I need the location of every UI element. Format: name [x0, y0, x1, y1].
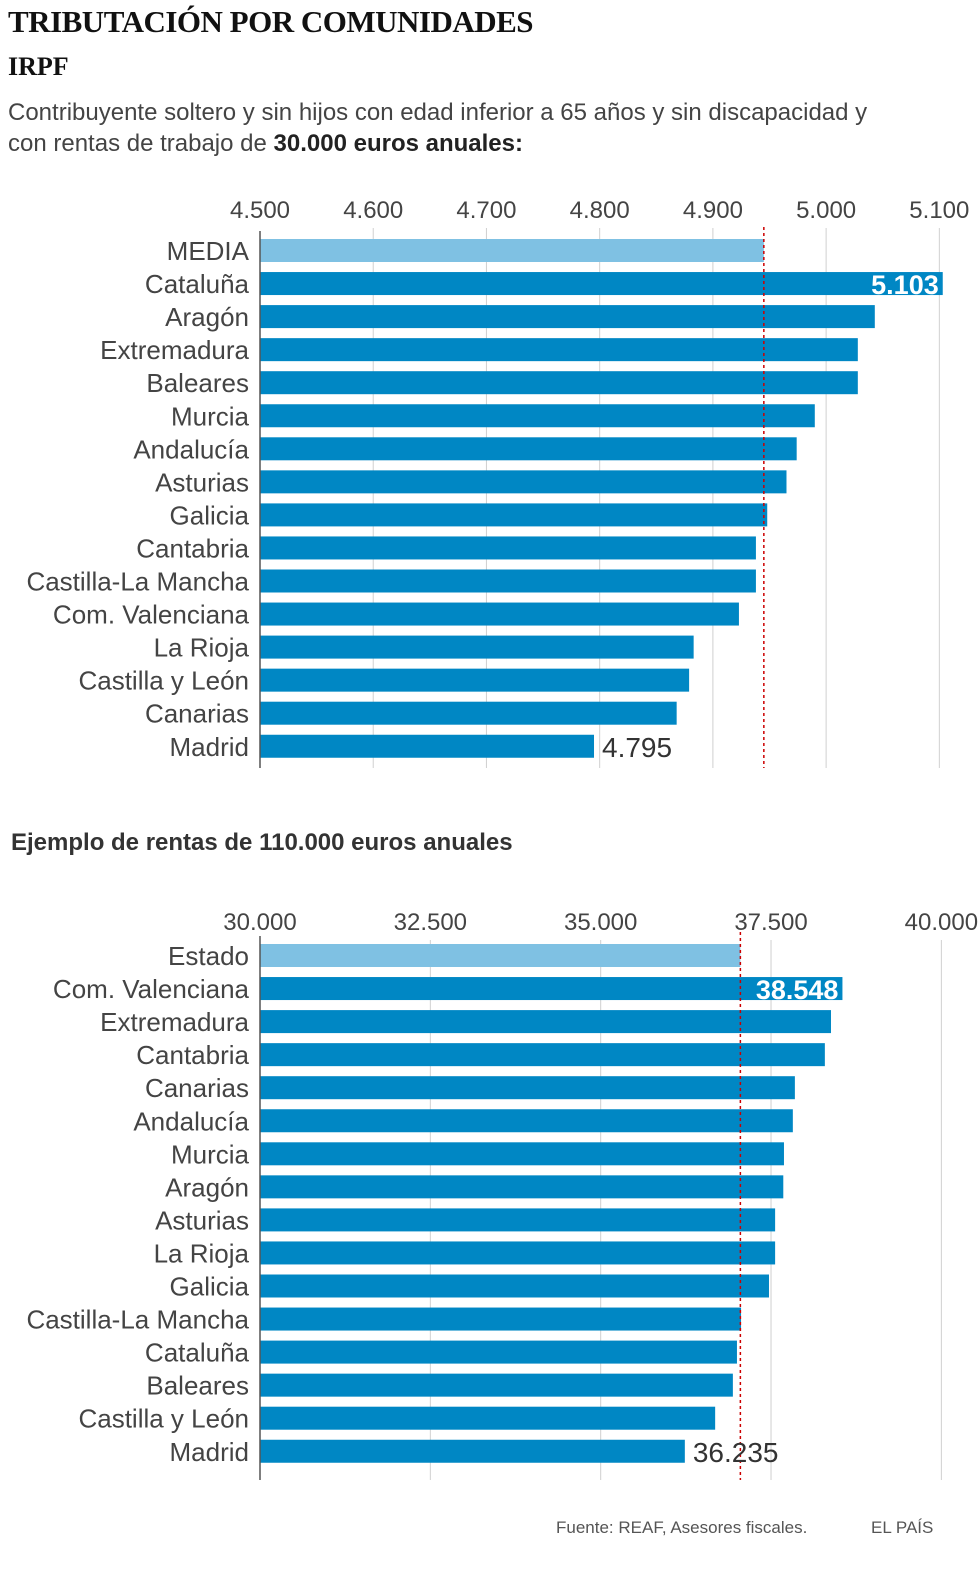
bar-media — [260, 239, 764, 262]
x-tick-label: 35.000 — [564, 909, 637, 936]
bar-baleares — [260, 1373, 733, 1397]
category-label: Canarias — [145, 699, 249, 729]
bar-la-rioja — [260, 1241, 776, 1265]
bar-cataluña — [260, 272, 943, 296]
category-label: Extremadura — [100, 1007, 249, 1037]
bar-chart-110000: 30.000 32.500 35.000 37.500 40.000 EstadoCom.… — [26, 909, 978, 1480]
bar-canarias — [260, 701, 677, 725]
category-label: Madrid — [170, 732, 249, 762]
category-label: MEDIA — [167, 236, 250, 266]
bar-aragón — [260, 1175, 784, 1199]
x-tick-label: 40.000 — [905, 909, 978, 936]
bar-castilla-la-mancha — [260, 569, 756, 593]
bar-galicia — [260, 503, 768, 527]
category-label: Aragón — [165, 1172, 249, 1202]
x-tick-label: 4.800 — [570, 197, 630, 224]
x-tick-label: 37.500 — [734, 909, 807, 936]
data-label: 38.548 — [756, 975, 839, 1005]
bar-estado — [260, 944, 741, 967]
category-label: Andalucía — [133, 434, 249, 464]
x-tick-label: 4.900 — [683, 197, 743, 224]
category-label: Asturias — [155, 1205, 249, 1235]
category-label: Com. Valenciana — [53, 600, 250, 630]
description-bold: 30.000 euros anuales: — [273, 130, 523, 157]
x-tick-label: 4.700 — [456, 197, 516, 224]
bar-asturias — [260, 470, 787, 494]
category-label: Baleares — [146, 1371, 249, 1401]
bar-murcia — [260, 404, 815, 428]
bar-aragón — [260, 305, 875, 329]
category-label: Baleares — [146, 368, 249, 398]
category-label: Com. Valenciana — [53, 974, 250, 1004]
category-label: La Rioja — [154, 1238, 250, 1268]
bar-castilla-y-león — [260, 1406, 716, 1430]
category-label: Asturias — [155, 467, 249, 497]
bar-castilla-y-león — [260, 668, 690, 692]
category-label: Galicia — [170, 1272, 250, 1302]
category-label: Murcia — [171, 401, 250, 431]
x-tick-label: 32.500 — [394, 909, 467, 936]
bar-castilla-la-mancha — [260, 1307, 742, 1331]
category-label: Murcia — [171, 1139, 250, 1169]
category-label: Aragón — [165, 302, 249, 332]
x-tick-label: 30.000 — [223, 909, 296, 936]
data-label: 5.103 — [871, 270, 939, 300]
category-label: Andalucía — [133, 1106, 249, 1136]
section2-title: Ejemplo de rentas de 110.000 euros anual… — [11, 829, 513, 856]
category-label: Castilla y León — [78, 1404, 249, 1434]
bar-la-rioja — [260, 635, 694, 659]
bar-baleares — [260, 371, 858, 395]
category-label: Estado — [168, 941, 249, 971]
category-label: Cataluña — [145, 1338, 250, 1368]
bar-murcia — [260, 1142, 784, 1166]
category-label: Extremadura — [100, 335, 249, 365]
chart-subtitle: IRPF — [8, 52, 69, 81]
bar-asturias — [260, 1208, 776, 1232]
bar-chart-30000: 4.500 4.600 4.700 4.800 4.900 5.000 5.100 MEDIA… — [26, 197, 969, 768]
category-label: Castilla-La Mancha — [26, 567, 249, 597]
bar-madrid — [260, 1439, 685, 1463]
data-label: 4.795 — [602, 732, 672, 763]
bar-cantabria — [260, 1043, 825, 1067]
bar-extremadura — [260, 1010, 831, 1034]
category-label: Cantabria — [136, 533, 249, 563]
bar-andalucía — [260, 437, 797, 461]
x-tick-label: 5.000 — [796, 197, 856, 224]
category-label: Castilla y León — [78, 666, 249, 696]
bar-com-valenciana — [260, 602, 739, 626]
x-tick-label: 4.500 — [230, 197, 290, 224]
category-label: Galicia — [170, 500, 250, 530]
bar-canarias — [260, 1076, 795, 1100]
chart-title: TRIBUTACIÓN POR COMUNIDADES — [8, 4, 534, 39]
category-label: Castilla-La Mancha — [26, 1305, 249, 1335]
category-label: Cantabria — [136, 1040, 249, 1070]
data-label: 36.235 — [693, 1437, 779, 1468]
bar-madrid — [260, 734, 595, 758]
brand-logo: EL PAÍS — [871, 1518, 934, 1537]
bar-cataluña — [260, 1340, 737, 1364]
chart-description: Contribuyente soltero y sin hijos con ed… — [8, 97, 908, 159]
bar-andalucía — [260, 1109, 793, 1133]
category-label: La Rioja — [154, 633, 250, 663]
bar-cantabria — [260, 536, 756, 560]
category-label: Cataluña — [145, 269, 250, 299]
source-note: Fuente: REAF, Asesores fiscales. — [556, 1518, 808, 1537]
bar-extremadura — [260, 338, 858, 362]
description-text: Contribuyente soltero y sin hijos con ed… — [8, 99, 868, 157]
category-label: Madrid — [170, 1437, 249, 1467]
x-tick-label: 5.100 — [909, 197, 969, 224]
bar-com-valenciana — [260, 977, 843, 1001]
x-tick-label: 4.600 — [343, 197, 403, 224]
category-label: Canarias — [145, 1073, 249, 1103]
bar-galicia — [260, 1274, 769, 1298]
